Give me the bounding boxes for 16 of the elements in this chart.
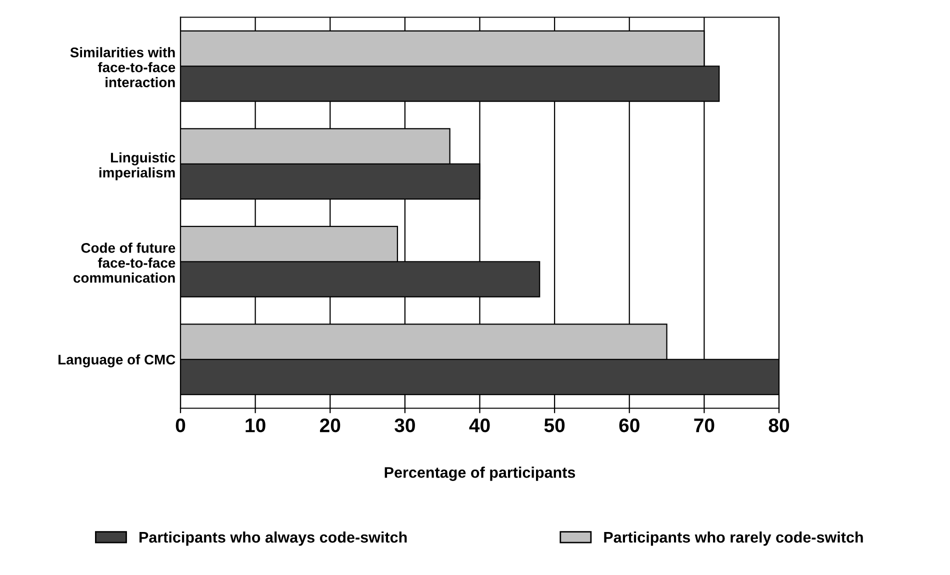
- x-tick-label: 50: [544, 418, 565, 432]
- legend-label: Participants who rarely code-switch: [604, 531, 863, 546]
- y-tick-label: Linguistic imperialism: [99, 152, 176, 180]
- x-tick-label: 60: [619, 418, 640, 432]
- x-tick-label: 20: [320, 418, 340, 432]
- y-tick-label: Language of CMC: [58, 354, 176, 368]
- x-tick-label: 30: [394, 418, 415, 432]
- legend-label: Participants who always code-switch: [140, 531, 407, 546]
- x-tick-label: 70: [694, 418, 714, 432]
- x-tick-label: 80: [768, 418, 790, 432]
- x-tick-label: 10: [246, 418, 266, 432]
- x-axis-title: Percentage of participants: [384, 466, 576, 481]
- x-tick-label: 0: [176, 418, 186, 432]
- x-tick-label: 40: [469, 418, 490, 432]
- y-tick-label: Similarities with face-to-face interaction: [70, 47, 176, 88]
- y-tick-label: Code of future face-to-face communication: [74, 242, 176, 283]
